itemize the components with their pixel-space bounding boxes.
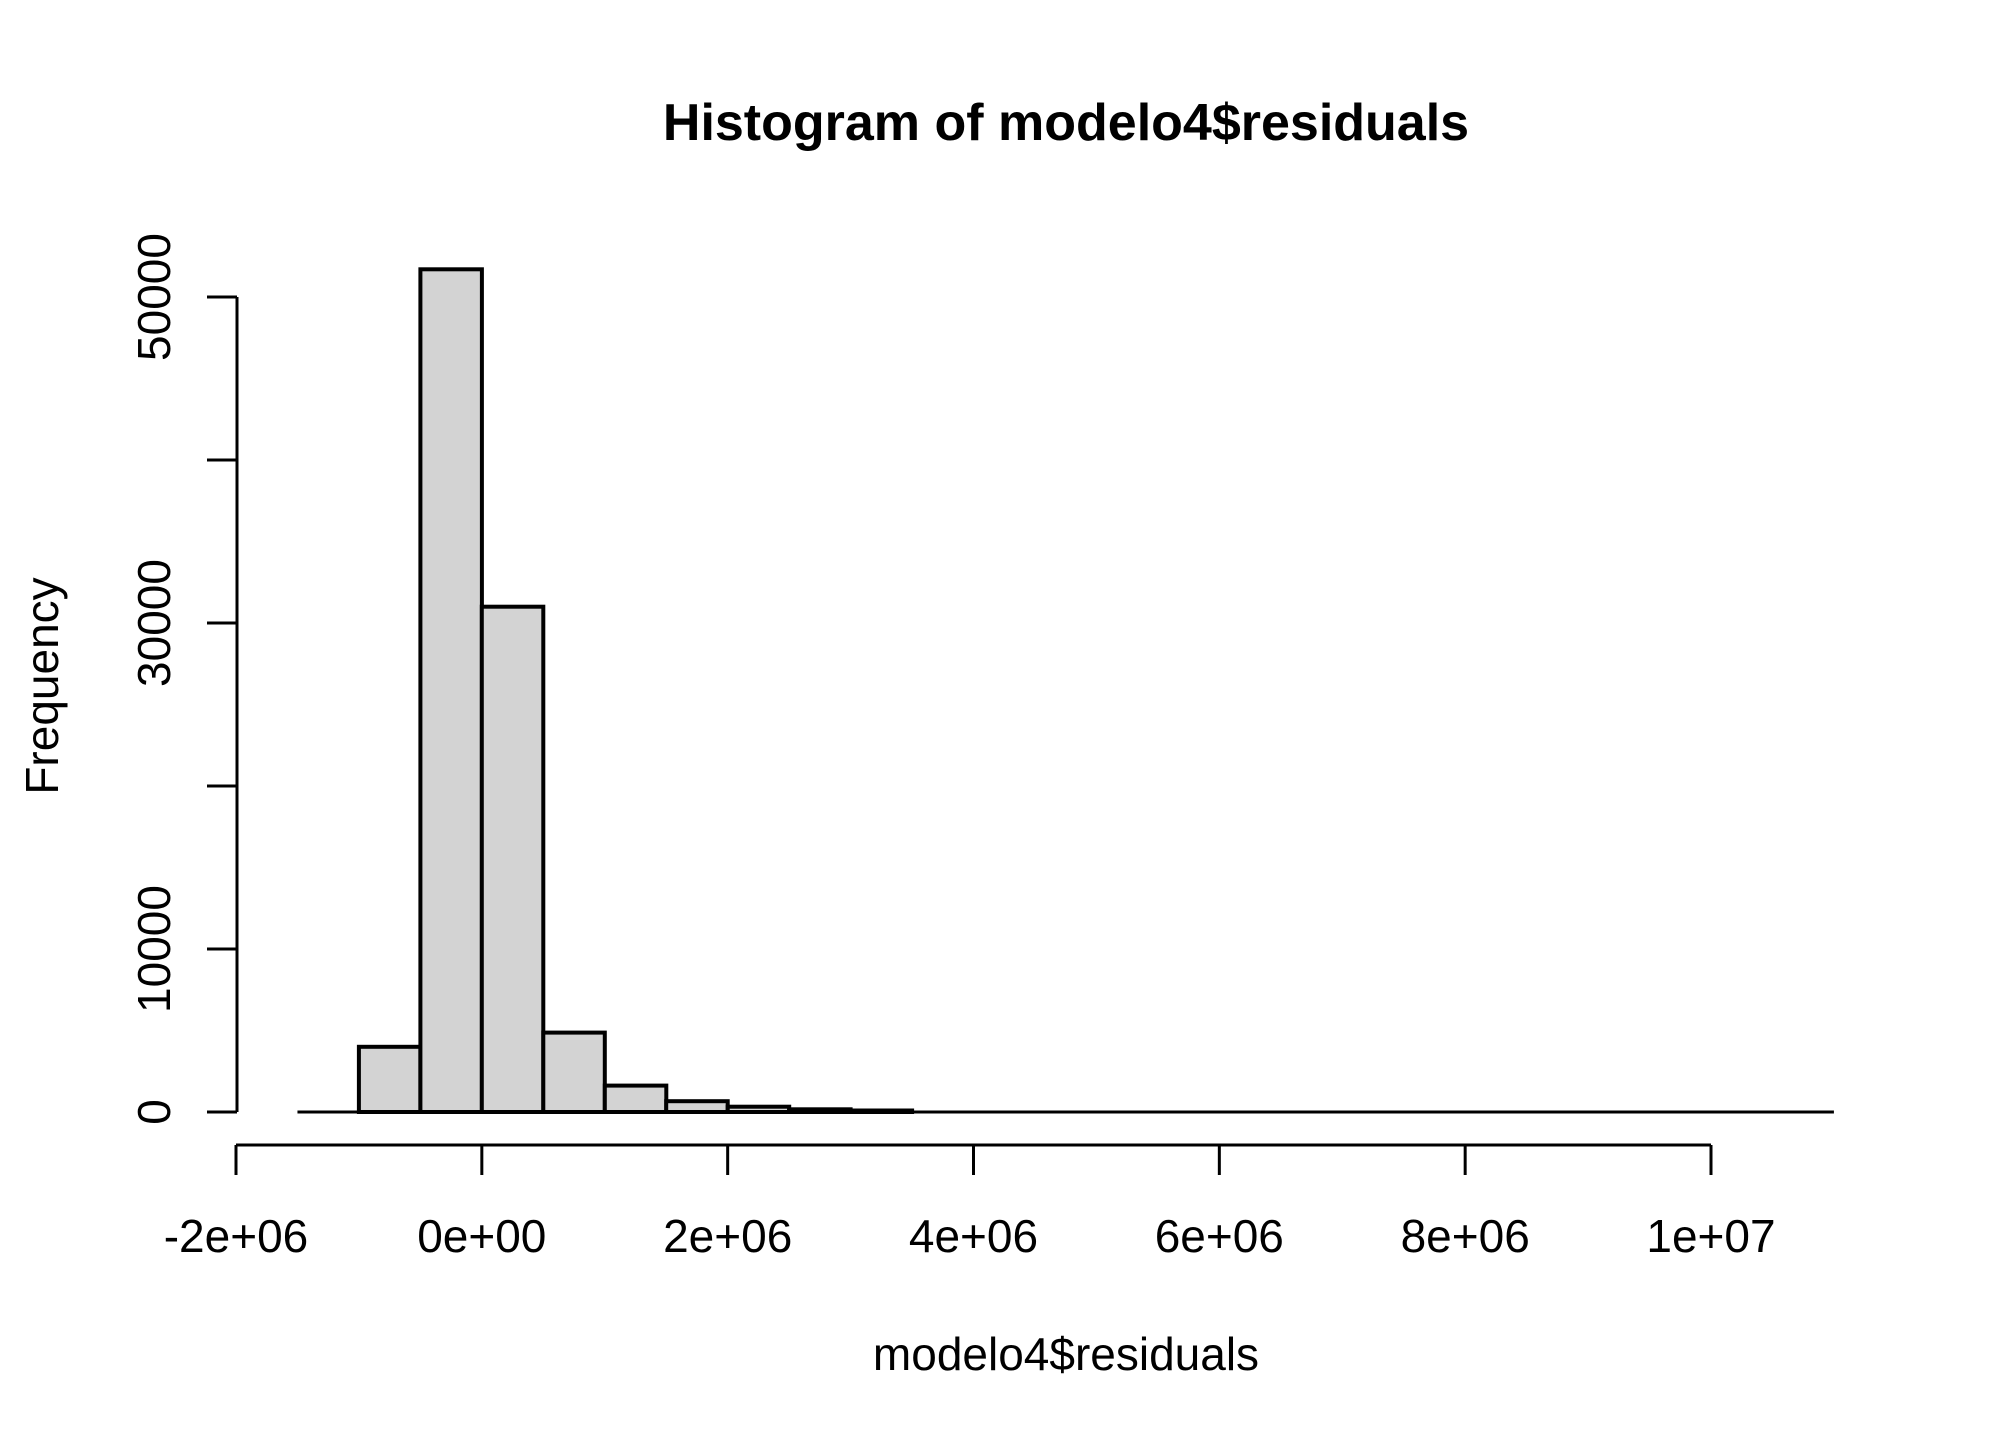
y-tick-label: 50000	[128, 233, 180, 361]
x-axis-title: modelo4$residuals	[873, 1328, 1259, 1380]
bars-layer	[297, 267, 1834, 1115]
y-tick-label: 30000	[128, 559, 180, 687]
histogram-bar	[541, 1030, 607, 1114]
x-tick-label: 6e+06	[1155, 1210, 1284, 1262]
histogram-bar	[787, 1107, 853, 1115]
axes-layer: 0 10000 30000 50000 -2e+06 0e+00 2e+06 4e+06 6e+…	[128, 233, 1776, 1262]
x-tick-label: 0e+00	[417, 1210, 546, 1262]
chart-title: Histogram of modelo4$residuals	[663, 94, 1469, 152]
x-tick-label: -2e+06	[164, 1210, 309, 1262]
histogram-bar	[479, 604, 546, 1114]
y-tick-label: 0	[128, 1099, 180, 1125]
histogram-bar	[848, 1108, 915, 1114]
y-tick-label: 10000	[128, 885, 180, 1013]
x-tick-label: 8e+06	[1401, 1210, 1530, 1262]
histogram-bar	[602, 1083, 669, 1114]
x-tick-label: 1e+07	[1646, 1210, 1775, 1262]
histogram-bar	[725, 1104, 792, 1114]
y-axis-title: Frequency	[16, 577, 68, 794]
histogram-bar	[356, 1044, 423, 1115]
x-tick-label: 2e+06	[663, 1210, 792, 1262]
x-tick-label: 4e+06	[909, 1210, 1038, 1262]
histogram-bar	[664, 1099, 730, 1114]
histogram-bar	[418, 267, 484, 1114]
